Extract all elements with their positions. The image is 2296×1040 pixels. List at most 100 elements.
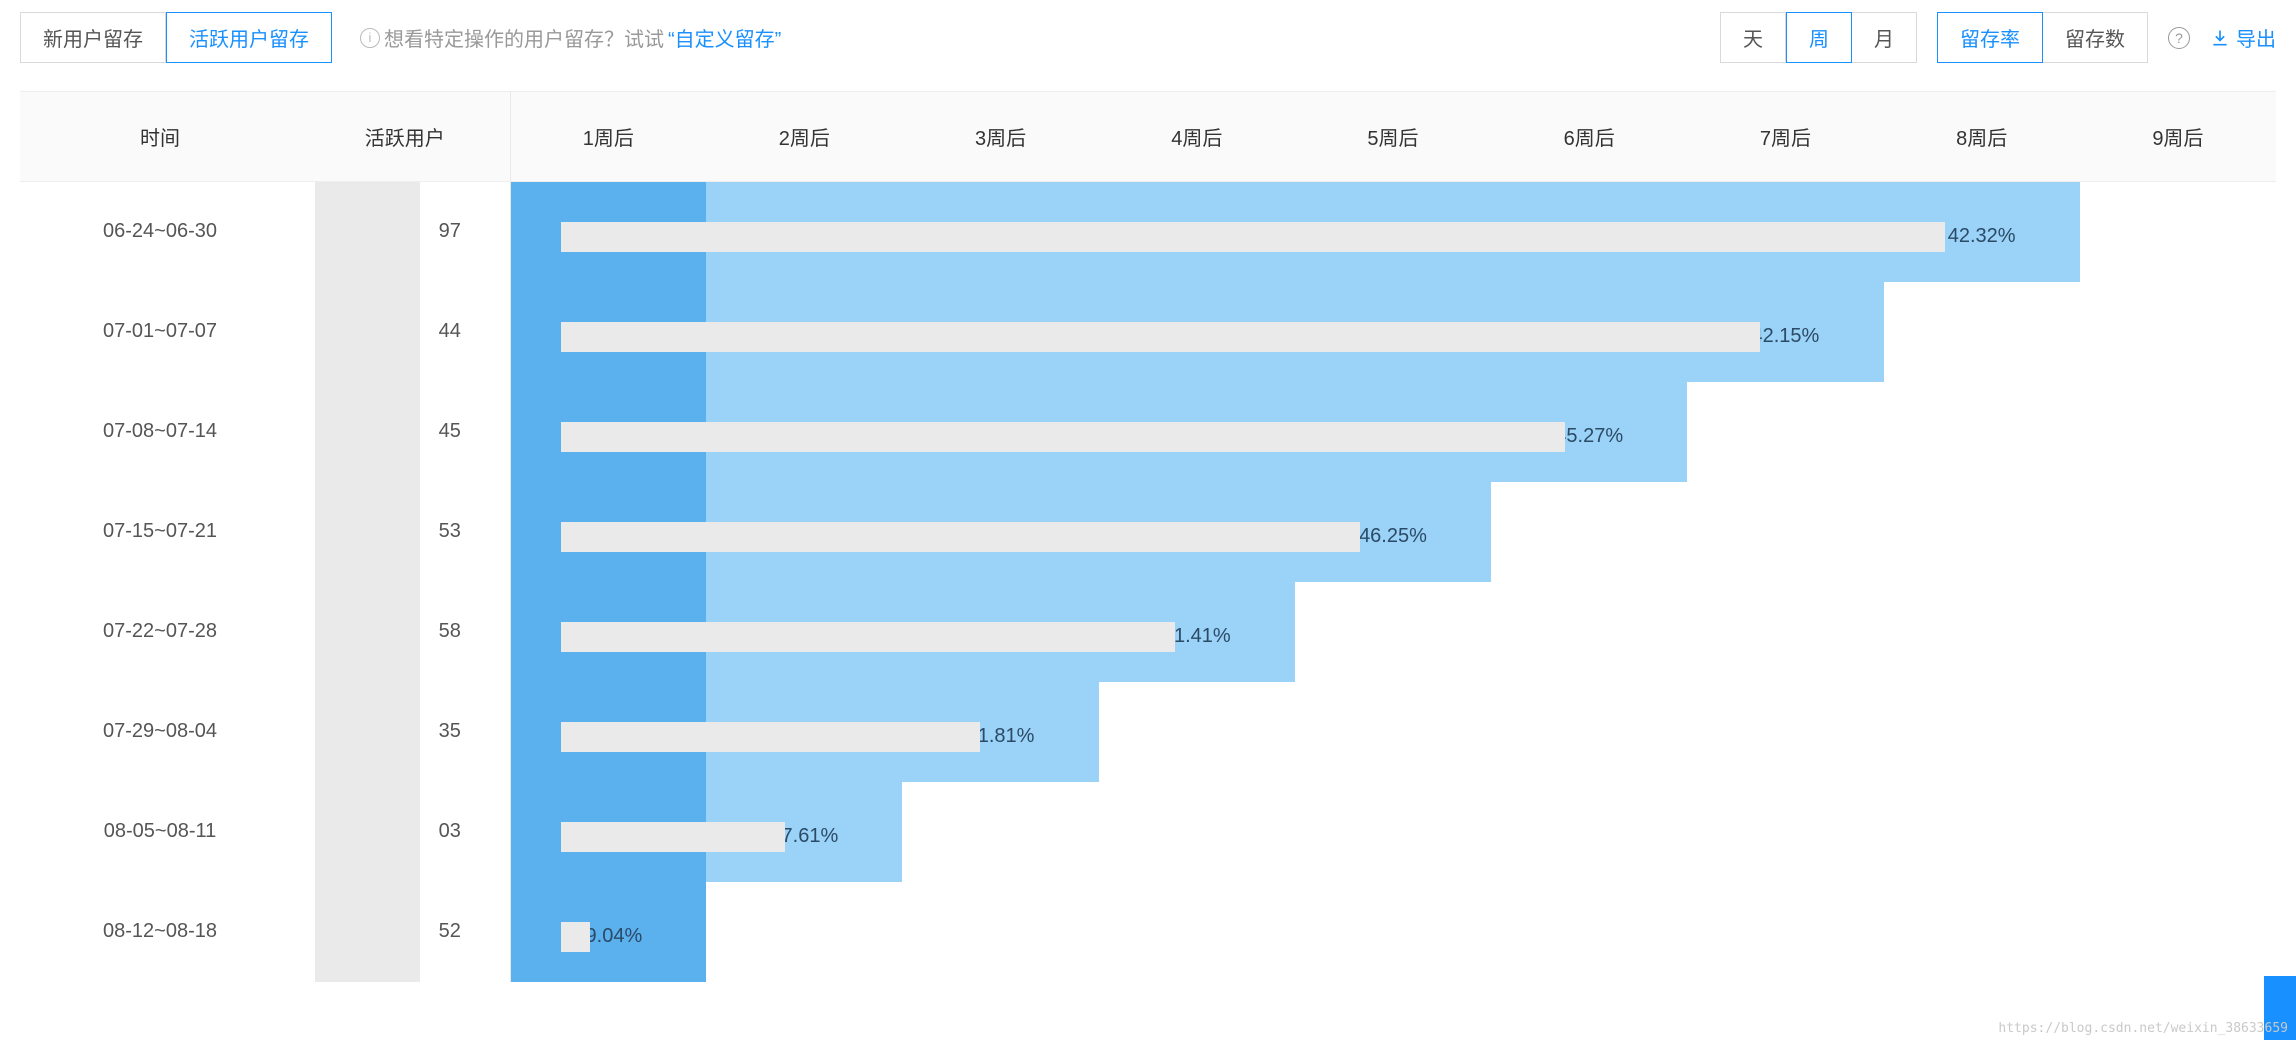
retention-cell — [1099, 682, 1295, 782]
redacted-users-overlay — [315, 282, 420, 382]
export-icon — [2210, 28, 2230, 48]
active-users-cell: 03 — [300, 782, 510, 882]
retention-cell: 50.47% — [902, 382, 1098, 482]
retention-cell — [1884, 482, 2080, 582]
table-header-row: 时间 活跃用户 1周后2周后3周后4周后5周后6周后7周后8周后9周后 — [20, 92, 2276, 182]
table-row: 08-05~08-1103 63.97% 57.61% — [20, 782, 2276, 882]
table-row: 07-01~07-074463.44%54.97%50.54%47.31%44.… — [20, 282, 2276, 382]
retention-value: 43.47% — [1555, 325, 1623, 348]
retention-cell — [2080, 382, 2276, 482]
retention-value: 60.30% — [574, 525, 642, 548]
retention-value: 54.97% — [770, 325, 838, 348]
retention-value: 61.97% — [574, 425, 642, 448]
retention-cell: 57.61% — [706, 782, 902, 882]
retention-cell — [2080, 182, 2276, 282]
retention-cell — [706, 882, 902, 982]
retention-value: 50.54% — [967, 325, 1035, 348]
retention-value: 57.68% — [770, 225, 838, 248]
retention-cell — [1687, 782, 1883, 882]
col-week-6: 6周后 — [1491, 92, 1687, 182]
retention-cell — [1295, 682, 1491, 782]
retention-cell — [1491, 682, 1687, 782]
retention-value: 54.09% — [770, 425, 838, 448]
col-week-8: 8周后 — [1884, 92, 2080, 182]
retention-cell — [1491, 482, 1687, 582]
redacted-users-overlay — [315, 682, 420, 782]
col-week-1: 1周后 — [510, 92, 706, 182]
granularity-tabs: 天周月 — [1720, 12, 1917, 63]
retention-value: 44.33% — [1555, 225, 1623, 248]
retention-cell: 47.2% — [1099, 182, 1295, 282]
export-button[interactable]: 导出 — [2210, 23, 2276, 52]
retention-cell — [1491, 882, 1687, 982]
retention-cell: 45.27% — [1491, 382, 1687, 482]
time-cell: 07-08~07-14 — [20, 382, 300, 482]
granularity-option-2[interactable]: 月 — [1852, 12, 1917, 63]
active-users-cell: 35 — [300, 682, 510, 782]
retention-cell — [1884, 782, 2080, 882]
time-cell: 06-24~06-30 — [20, 182, 300, 282]
retention-cell — [1491, 582, 1687, 682]
redacted-users-overlay — [315, 182, 420, 282]
retention-cell: 50.54% — [902, 282, 1098, 382]
retention-cell — [1884, 382, 2080, 482]
time-cell: 08-05~08-11 — [20, 782, 300, 882]
active-users-cell: 52 — [300, 882, 510, 982]
time-cell: 07-22~07-28 — [20, 582, 300, 682]
retention-cell: 63.97% — [510, 782, 706, 882]
metric-option-0[interactable]: 留存率 — [1937, 12, 2043, 63]
retention-table: 时间 活跃用户 1周后2周后3周后4周后5周后6周后7周后8周后9周后 06-2… — [20, 91, 2276, 982]
retention-cell — [1884, 282, 2080, 382]
retention-cell: 49.74% — [902, 482, 1098, 582]
retention-value: 63.97% — [574, 825, 642, 848]
retention-cell — [1099, 782, 1295, 882]
retention-value: 52.70% — [770, 525, 838, 548]
redacted-users-overlay — [315, 582, 420, 682]
time-cell: 08-12~08-18 — [20, 882, 300, 982]
active-users-cell: 45 — [300, 382, 510, 482]
metric-option-1[interactable]: 留存数 — [2043, 12, 2148, 63]
table-row: 07-08~07-144561.97%54.09%50.47%47.65%44.… — [20, 382, 2276, 482]
granularity-option-1[interactable]: 周 — [1786, 12, 1852, 63]
retention-cell: 51.41% — [1099, 582, 1295, 682]
retention-value: 47.31% — [1163, 325, 1231, 348]
granularity-option-0[interactable]: 天 — [1720, 12, 1786, 63]
retention-cell — [2080, 882, 2276, 982]
toolbar: 新用户留存 活跃用户留存 i 想看特定操作的用户留存？试试 “自定义留存” 天周… — [20, 12, 2276, 63]
tab-active-users[interactable]: 活跃用户留存 — [166, 12, 332, 63]
retention-cell — [2080, 682, 2276, 782]
table-row: 07-22~07-285865.05%58.07%55.78%51.41% — [20, 582, 2276, 682]
retention-cell: 61.97% — [510, 382, 706, 482]
retention-value: 58.07% — [770, 625, 838, 648]
retention-cell — [1884, 582, 2080, 682]
retention-cell — [1687, 882, 1883, 982]
retention-cell: 51.81% — [902, 682, 1098, 782]
retention-cell — [1884, 682, 2080, 782]
retention-cell — [902, 782, 1098, 882]
time-cell: 07-29~08-04 — [20, 682, 300, 782]
retention-cell: 47.31% — [1099, 282, 1295, 382]
retention-cell — [1099, 882, 1295, 982]
retention-cell: 64.56% — [510, 182, 706, 282]
help-icon[interactable]: ? — [2168, 27, 2190, 49]
col-week-4: 4周后 — [1099, 92, 1295, 182]
retention-value: 44.83% — [1359, 425, 1427, 448]
redacted-users-overlay — [315, 482, 420, 582]
retention-cell — [1687, 382, 1883, 482]
retention-cell: 42.32% — [1884, 182, 2080, 282]
time-cell: 07-01~07-07 — [20, 282, 300, 382]
col-week-5: 5周后 — [1295, 92, 1491, 182]
col-time: 时间 — [20, 92, 300, 182]
tab-new-users[interactable]: 新用户留存 — [20, 12, 166, 63]
active-users-cell: 58 — [300, 582, 510, 682]
retention-cell: 53.08% — [902, 182, 1098, 282]
retention-value: 65.05% — [574, 625, 642, 648]
retention-value: 45.07% — [1163, 525, 1231, 548]
retention-cell — [1295, 882, 1491, 982]
retention-cell: 43.47% — [1687, 182, 1883, 282]
hint-link[interactable]: “自定义留存” — [668, 23, 781, 52]
retention-cell — [1687, 682, 1883, 782]
info-icon: i — [360, 28, 380, 48]
col-week-2: 2周后 — [706, 92, 902, 182]
retention-cell: 44.89% — [1295, 282, 1491, 382]
